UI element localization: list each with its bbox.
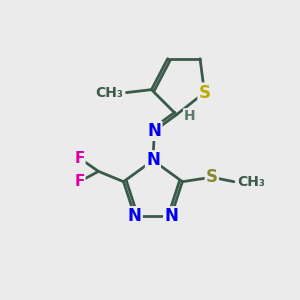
Text: CH₃: CH₃ [95, 85, 123, 100]
Text: H: H [184, 109, 196, 123]
Text: N: N [148, 122, 161, 140]
Text: N: N [128, 207, 142, 225]
Text: N: N [146, 151, 160, 169]
Text: S: S [206, 168, 218, 186]
Text: N: N [164, 207, 178, 225]
Text: CH₃: CH₃ [237, 175, 265, 189]
Text: S: S [199, 84, 211, 102]
Text: F: F [74, 174, 85, 189]
Text: F: F [74, 151, 85, 166]
